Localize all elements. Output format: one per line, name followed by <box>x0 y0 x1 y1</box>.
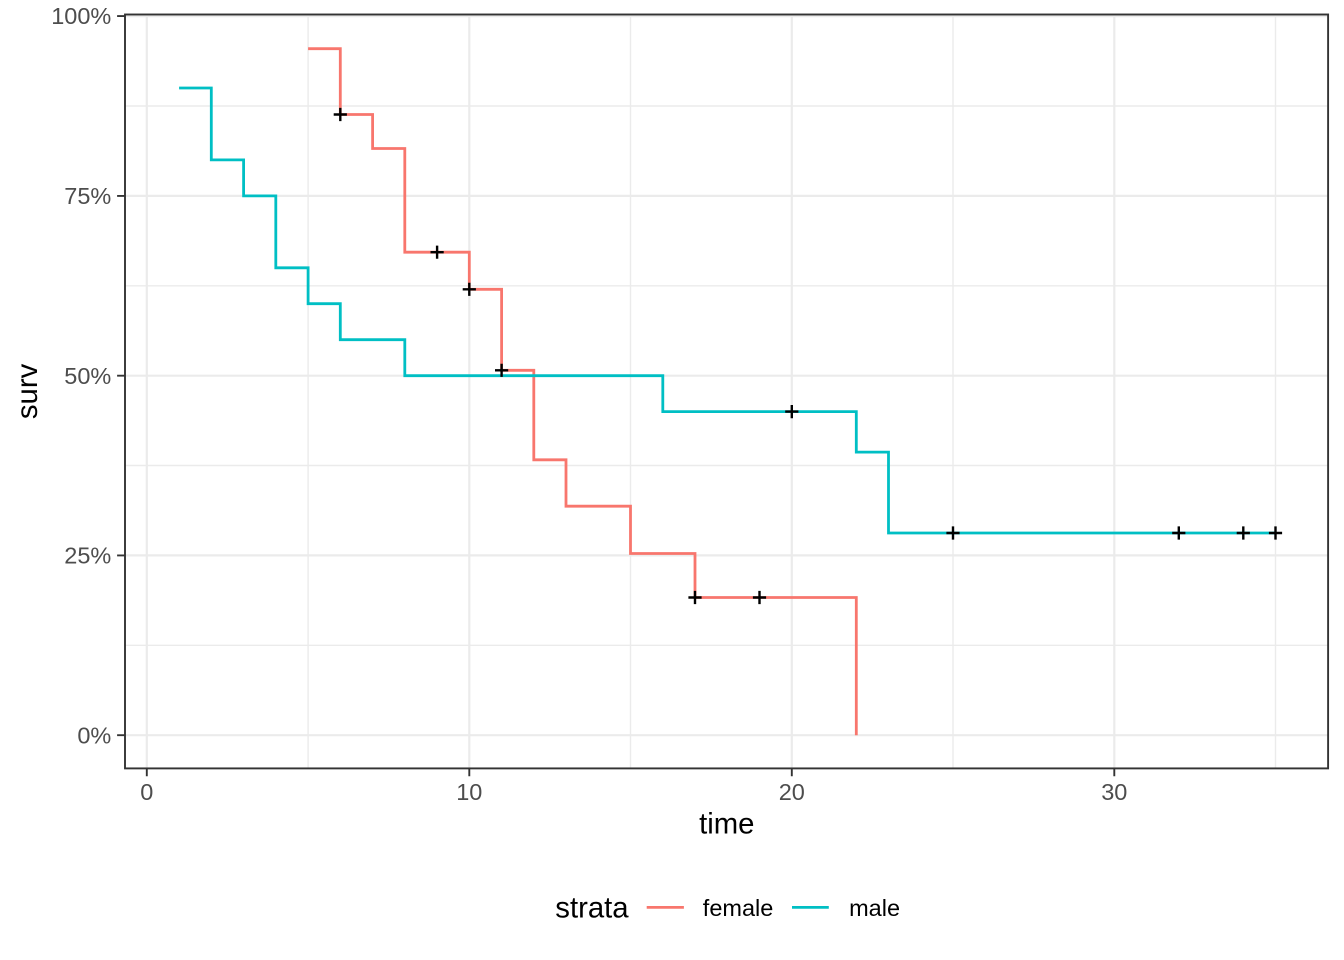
svg-text:time: time <box>699 808 754 841</box>
svg-text:strata: strata <box>555 892 629 925</box>
svg-text:surv: surv <box>11 363 44 419</box>
svg-text:male: male <box>849 895 900 921</box>
svg-text:female: female <box>703 895 774 921</box>
svg-text:30: 30 <box>1101 779 1127 805</box>
svg-text:0%: 0% <box>77 722 111 748</box>
svg-text:25%: 25% <box>64 543 111 569</box>
svg-text:20: 20 <box>779 779 805 805</box>
svg-text:0: 0 <box>140 779 153 805</box>
svg-text:75%: 75% <box>64 183 111 209</box>
svg-text:100%: 100% <box>51 3 111 29</box>
svg-text:50%: 50% <box>64 363 111 389</box>
svg-text:10: 10 <box>456 779 482 805</box>
